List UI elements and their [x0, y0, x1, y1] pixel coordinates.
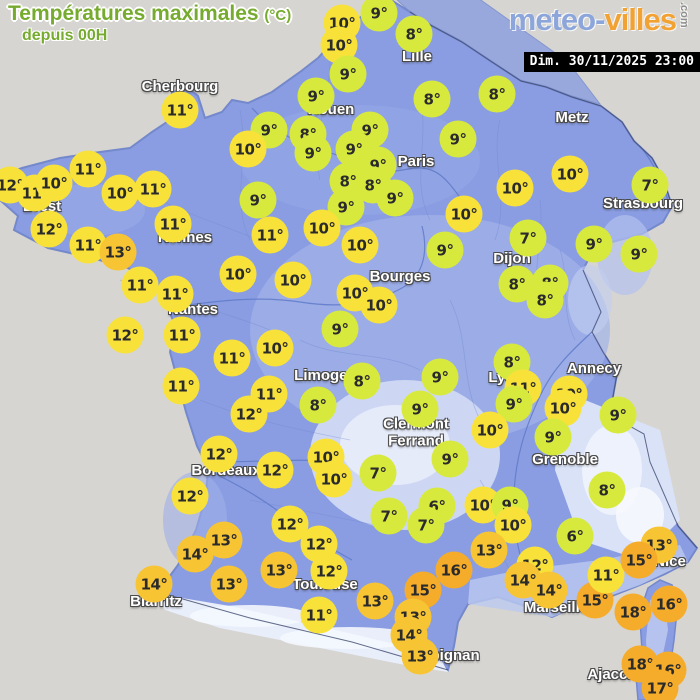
- temp-bubble: 9°: [620, 235, 658, 273]
- temp-bubble: 9°: [439, 120, 477, 158]
- temp-bubble: 9°: [534, 418, 572, 456]
- temp-bubble: 10°: [341, 226, 379, 264]
- temp-bubble: 9°: [426, 231, 464, 269]
- temp-bubble: 14°: [530, 571, 568, 609]
- temp-bubble: 8°: [526, 281, 564, 319]
- temp-bubble: 9°: [321, 310, 359, 348]
- temp-bubble: 13°: [356, 582, 394, 620]
- temp-bubble: 10°: [35, 164, 73, 202]
- temp-bubble: 10°: [256, 329, 294, 367]
- temp-bubble: 11°: [213, 339, 251, 377]
- temp-bubble: 9°: [421, 358, 459, 396]
- temp-bubble: 11°: [587, 556, 625, 594]
- temp-bubble: 10°: [445, 195, 483, 233]
- temp-bubble: 8°: [478, 75, 516, 113]
- temp-bubble: 9°: [575, 225, 613, 263]
- temp-bubble: 12°: [171, 477, 209, 515]
- logo-part-com: .com: [678, 2, 690, 28]
- temp-bubble: 11°: [162, 367, 200, 405]
- temp-bubble: 10°: [303, 209, 341, 247]
- temp-bubble: 8°: [343, 362, 381, 400]
- temp-bubble: 11°: [121, 266, 159, 304]
- temp-bubble: 16°: [435, 551, 473, 589]
- temp-bubble: 9°: [360, 0, 398, 32]
- temp-bubble: 11°: [69, 150, 107, 188]
- temp-bubble: 7°: [509, 219, 547, 257]
- temp-bubble: 13°: [401, 637, 439, 675]
- temp-bubble: 10°: [360, 286, 398, 324]
- temp-bubble: 10°: [496, 169, 534, 207]
- temp-bubble: 11°: [156, 275, 194, 313]
- temp-bubble: 10°: [315, 460, 353, 498]
- meteo-villes-logo[interactable]: meteo-villes .com: [509, 2, 690, 38]
- temp-bubble: 9°: [431, 440, 469, 478]
- temp-bubble: 10°: [219, 255, 257, 293]
- temp-bubble: 14°: [135, 565, 173, 603]
- temp-bubble: 12°: [230, 395, 268, 433]
- temp-bubble: 12°: [200, 435, 238, 473]
- temp-bubble: 8°: [413, 80, 451, 118]
- temp-bubble: 9°: [329, 55, 367, 93]
- temp-bubble: 8°: [299, 386, 337, 424]
- temp-bubble: 11°: [154, 205, 192, 243]
- temp-bubble: 13°: [99, 233, 137, 271]
- temp-bubble: 7°: [370, 497, 408, 535]
- temp-bubble: 7°: [359, 454, 397, 492]
- temp-bubble: 7°: [407, 506, 445, 544]
- temp-bubble: 12°: [30, 210, 68, 248]
- temp-bubble: 16°: [650, 585, 688, 623]
- temp-bubble: 18°: [614, 593, 652, 631]
- temp-bubble: 9°: [401, 390, 439, 428]
- temp-bubble: 8°: [498, 265, 536, 303]
- temp-bubble: 9°: [599, 396, 637, 434]
- temp-bubble: 11°: [300, 596, 338, 634]
- temp-bubble: 9°: [294, 134, 332, 172]
- temp-bubble: 14°: [176, 535, 214, 573]
- temp-bubble: 10°: [274, 261, 312, 299]
- temp-bubble: 17°: [641, 669, 679, 700]
- temp-bubble: 13°: [470, 531, 508, 569]
- temp-bubble: 12°: [310, 552, 348, 590]
- temp-bubble: 9°: [239, 181, 277, 219]
- temp-bubble: 11°: [251, 216, 289, 254]
- logo-part-meteo: meteo-: [508, 2, 606, 37]
- temp-bubble: 10°: [551, 155, 589, 193]
- temp-bubble: 11°: [161, 91, 199, 129]
- temp-bubble: 10°: [101, 174, 139, 212]
- temp-bubble: 10°: [471, 411, 509, 449]
- temp-bubble: 12°: [256, 451, 294, 489]
- logo-part-villes: villes: [604, 2, 677, 37]
- temp-bubble: 13°: [210, 565, 248, 603]
- temp-bubble: 11°: [134, 170, 172, 208]
- temp-bubble: 10°: [229, 130, 267, 168]
- temp-bubble: 11°: [163, 316, 201, 354]
- temp-bubble: 8°: [395, 15, 433, 53]
- temp-bubble: 7°: [631, 166, 669, 204]
- temp-bubble: 9°: [297, 77, 335, 115]
- temp-bubble: 8°: [588, 471, 626, 509]
- temp-bubble: 13°: [260, 551, 298, 589]
- temp-bubble: 15°: [620, 541, 658, 579]
- temp-bubble: 6°: [556, 517, 594, 555]
- temp-bubble: 12°: [106, 316, 144, 354]
- temp-bubble: 9°: [376, 179, 414, 217]
- temp-bubble: 15°: [404, 571, 442, 609]
